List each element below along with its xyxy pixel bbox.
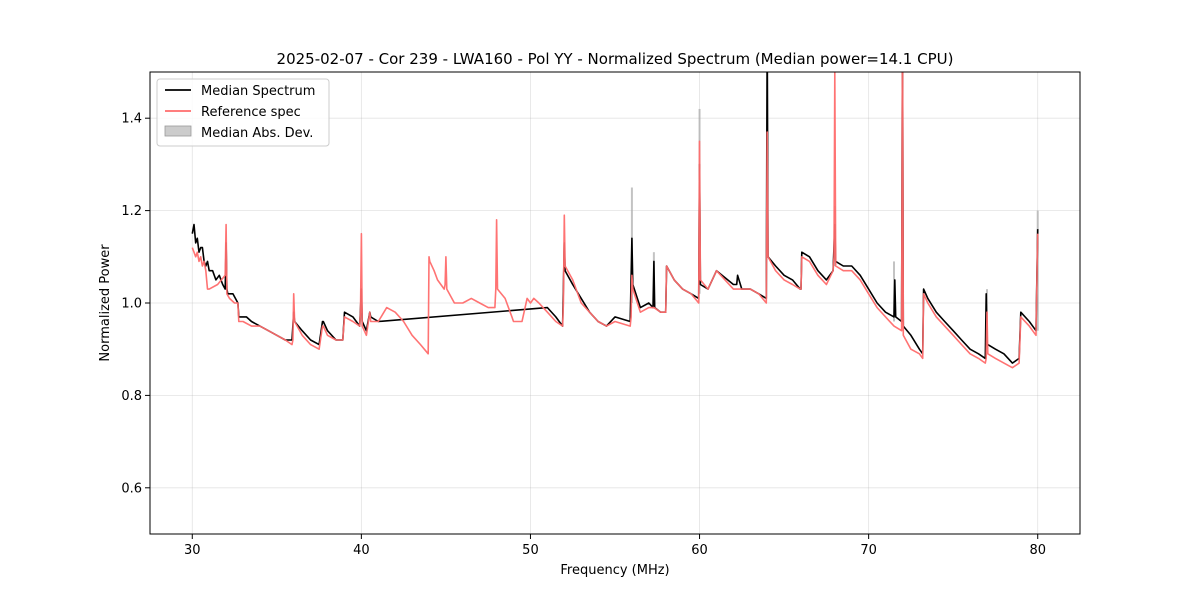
y-tick-label: 1.4 — [121, 112, 142, 127]
y-axis-label: Normalized Power — [98, 244, 113, 362]
x-tick-label: 60 — [691, 543, 708, 558]
reference-spec-line — [191, 72, 1039, 369]
legend: Median Spectrum Reference spec Median Ab… — [156, 78, 330, 147]
series-layer — [191, 72, 1039, 369]
legend-median-label: Median Spectrum — [201, 84, 315, 99]
chart-title: 2025-02-07 - Cor 239 - LWA160 - Pol YY -… — [277, 50, 954, 68]
y-tick-label: 1.2 — [121, 204, 142, 219]
x-tick-label: 80 — [1029, 543, 1046, 558]
legend-mad-label: Median Abs. Dev. — [201, 126, 313, 141]
y-tick-label: 1.0 — [121, 297, 142, 312]
x-tick-label: 30 — [184, 543, 201, 558]
legend-box — [156, 78, 330, 147]
median-spectrum-line — [191, 72, 1039, 364]
x-axis: 30 40 50 60 70 80 — [184, 534, 1046, 558]
x-tick-label: 70 — [860, 543, 877, 558]
legend-reference-label: Reference spec — [201, 105, 301, 120]
y-tick-label: 0.8 — [121, 389, 142, 404]
x-tick-label: 50 — [522, 543, 539, 558]
y-tick-label: 0.6 — [121, 481, 142, 496]
x-tick-label: 40 — [353, 543, 370, 558]
x-axis-label: Frequency (MHz) — [560, 563, 669, 578]
legend-mad-swatch — [164, 125, 192, 137]
y-axis: 0.6 0.8 1.0 1.2 1.4 — [121, 112, 150, 496]
